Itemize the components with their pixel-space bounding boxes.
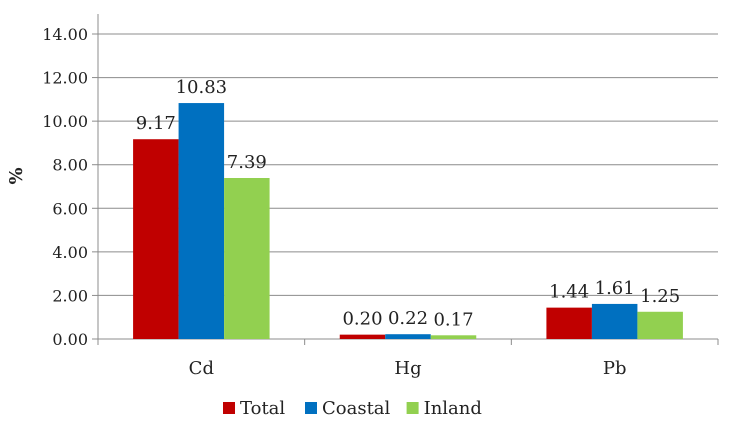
y-tick-label: 8.00 — [52, 156, 88, 175]
data-label: 1.61 — [595, 278, 635, 299]
axes: 0.00 2.00 4.00 6.00 8.00 10.00 12.00 14.00 Cd Hg P… — [42, 14, 719, 379]
bar-total — [133, 139, 179, 339]
bar-inland — [224, 178, 270, 339]
y-tick-label: 10.00 — [42, 112, 88, 131]
bar-inland — [637, 311, 683, 339]
bars — [133, 103, 683, 339]
bar-total — [339, 334, 386, 339]
legend-label: Inland — [424, 398, 482, 419]
legend-label: Total — [240, 398, 285, 419]
x-category-label: Pb — [603, 358, 627, 379]
data-label: 9.17 — [136, 113, 176, 134]
legend-swatch-total — [223, 402, 235, 414]
bar-coastal — [178, 103, 225, 339]
x-category-label: Cd — [189, 358, 214, 379]
y-tick-label: 4.00 — [52, 243, 88, 262]
bar-coastal — [591, 303, 638, 339]
y-axis-label: % — [6, 167, 27, 184]
y-tick-label: 2.00 — [52, 286, 88, 305]
bar-inland — [430, 335, 477, 339]
data-label: 10.83 — [176, 77, 228, 98]
data-label: 0.22 — [388, 308, 428, 329]
legend-swatch-inland — [406, 402, 419, 414]
data-label: 0.20 — [342, 309, 382, 330]
y-tick-label: 6.00 — [52, 199, 88, 218]
legend-label: Coastal — [322, 398, 391, 419]
bar-total — [546, 307, 592, 339]
data-label: 7.39 — [227, 152, 267, 173]
y-tick-label: 14.00 — [42, 25, 88, 44]
y-tick-label: 12.00 — [42, 69, 88, 88]
data-label: 1.25 — [640, 286, 680, 307]
bar-coastal — [385, 334, 431, 339]
legend-swatch-coastal — [305, 402, 317, 414]
data-label: 1.44 — [549, 282, 589, 303]
data-label: 0.17 — [433, 309, 473, 330]
x-category-label: Hg — [394, 358, 421, 379]
y-tick-label: 0.00 — [52, 330, 88, 349]
legend: Total Coastal Inland — [223, 398, 482, 419]
